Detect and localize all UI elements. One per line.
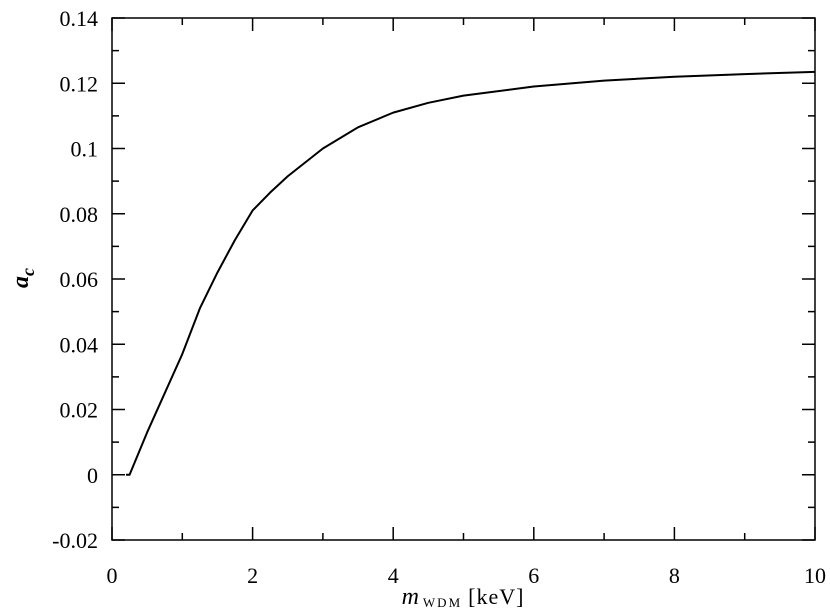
data-line bbox=[126, 70, 816, 476]
y-tick-label: -0.02 bbox=[52, 528, 98, 553]
y-label-subscript: c bbox=[18, 268, 38, 276]
y-axis-label: ac bbox=[8, 268, 38, 288]
x-tick-label: 10 bbox=[804, 563, 826, 588]
y-tick-label: 0.04 bbox=[60, 332, 99, 357]
x-label-unit: [keV] bbox=[468, 584, 524, 609]
x-tick-label: 6 bbox=[528, 563, 539, 588]
y-tick-label: 0.1 bbox=[71, 137, 99, 162]
y-tick-label: 0.08 bbox=[60, 202, 99, 227]
y-tick-label: 0.14 bbox=[60, 6, 99, 31]
x-tick-label: 8 bbox=[669, 563, 680, 588]
x-tick-label: 4 bbox=[388, 563, 399, 588]
y-tick-label: 0.06 bbox=[60, 267, 99, 292]
y-label-symbol: a bbox=[8, 276, 34, 288]
x-tick-label: 0 bbox=[107, 563, 118, 588]
x-tick-label: 2 bbox=[247, 563, 258, 588]
y-tick-label: 0 bbox=[87, 463, 98, 488]
x-label-subscript: WDM bbox=[423, 595, 462, 610]
y-tick-label: 0.02 bbox=[60, 398, 99, 423]
x-label-symbol: m bbox=[402, 584, 419, 610]
x-axis-label: m WDM [keV] bbox=[402, 584, 525, 610]
y-tick-label: 0.12 bbox=[60, 71, 99, 96]
